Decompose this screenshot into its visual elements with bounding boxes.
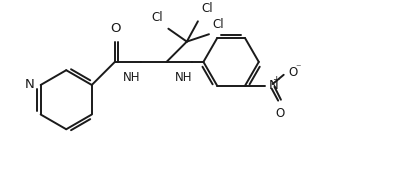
Text: Cl: Cl (151, 11, 163, 24)
Text: NH: NH (174, 71, 192, 84)
Text: NH: NH (123, 71, 140, 84)
Text: Cl: Cl (202, 2, 213, 15)
Text: O: O (275, 107, 285, 120)
Text: Cl: Cl (213, 18, 224, 30)
Text: +: + (272, 75, 280, 84)
Text: ⁻: ⁻ (296, 63, 301, 73)
Text: O: O (110, 22, 121, 35)
Text: N: N (24, 78, 34, 92)
Text: O: O (288, 66, 298, 78)
Text: N: N (269, 79, 279, 92)
